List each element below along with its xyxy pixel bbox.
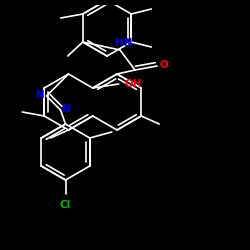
Text: Cl: Cl <box>60 200 71 210</box>
Text: OH: OH <box>125 79 142 89</box>
Text: HN: HN <box>115 38 133 48</box>
Text: N: N <box>36 90 45 100</box>
Text: O: O <box>160 60 168 70</box>
Text: N: N <box>62 104 71 114</box>
